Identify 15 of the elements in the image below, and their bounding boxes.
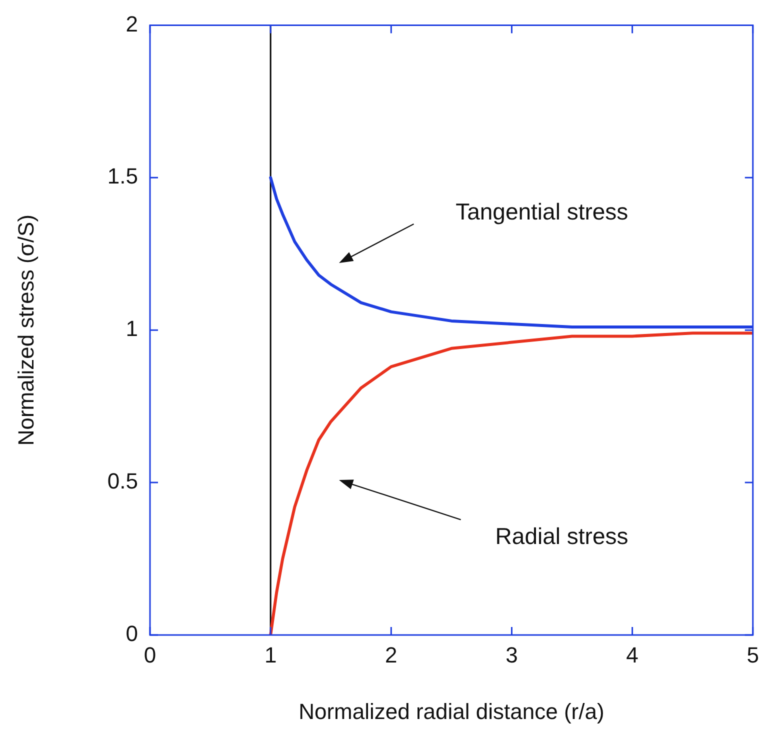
x-axis-title: Normalized radial distance (r/a) bbox=[298, 698, 604, 724]
x-tick-label: 2 bbox=[385, 642, 398, 668]
x-tick-label: 4 bbox=[626, 642, 638, 668]
x-tick-label: 0 bbox=[144, 642, 156, 668]
x-tick-label: 1 bbox=[264, 642, 277, 668]
y-tick-label: 0.5 bbox=[107, 468, 138, 494]
annotation: Radial stress bbox=[495, 522, 628, 549]
annotation: Tangential stress bbox=[456, 198, 628, 224]
y-tick-label: 2 bbox=[126, 11, 138, 36]
y-tick-label: 0 bbox=[126, 621, 138, 646]
y-tick-label: 1.5 bbox=[107, 164, 138, 189]
y-axis-title: Normalized stress (σ/S) bbox=[13, 214, 38, 446]
x-tick-label: 5 bbox=[746, 642, 760, 668]
y-tick-label: 1 bbox=[126, 316, 138, 342]
x-tick-label: 3 bbox=[506, 642, 518, 668]
